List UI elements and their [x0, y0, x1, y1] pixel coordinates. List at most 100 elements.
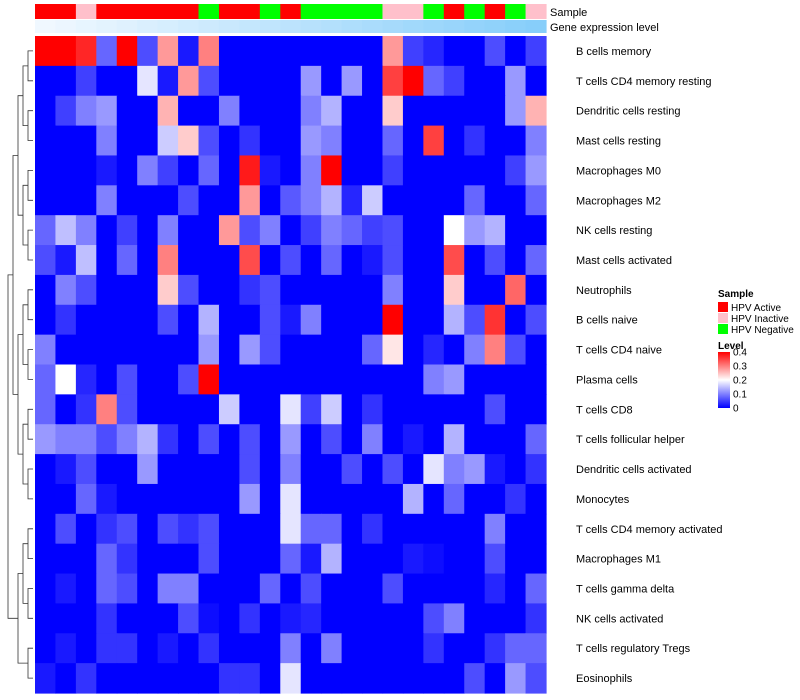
- heatmap-cell: [35, 304, 57, 336]
- heatmap-cell: [198, 364, 220, 395]
- heatmap-cell: [157, 543, 179, 575]
- heatmap-cell: [362, 155, 384, 186]
- heatmap-cell: [259, 513, 281, 545]
- heatmap-cell: [178, 155, 200, 186]
- heatmap-cell: [321, 543, 343, 575]
- heatmap-cell: [382, 215, 404, 246]
- heatmap-cell: [402, 245, 424, 276]
- heatmap-cell: [137, 364, 159, 395]
- heatmap-cell: [96, 364, 118, 395]
- heatmap-cell: [341, 454, 363, 485]
- heatmap-cell: [96, 215, 118, 246]
- heatmap-cell: [443, 95, 465, 127]
- heatmap-cell: [137, 36, 159, 67]
- heatmap-cell: [259, 334, 281, 366]
- heatmap-cell: [218, 304, 240, 336]
- heatmap-cell: [259, 543, 281, 575]
- heatmap-cell: [525, 215, 547, 246]
- heatmap-cell: [157, 483, 179, 515]
- heatmap-cell: [137, 245, 159, 276]
- heatmap-cell: [443, 65, 465, 97]
- heatmap-cell: [96, 543, 118, 575]
- legend-sample-label: HPV Active: [731, 303, 781, 314]
- heatmap-cell: [178, 573, 200, 605]
- dendrogram-branch: [27, 647, 33, 679]
- heatmap-cell: [464, 364, 486, 395]
- heatmap-cell: [505, 304, 527, 336]
- heatmap-cell: [280, 304, 302, 336]
- heatmap-cell: [464, 483, 486, 515]
- heatmap-cell: [300, 543, 322, 575]
- heatmap-cell: [402, 543, 424, 575]
- heatmap-cell: [484, 454, 506, 485]
- heatmap-cell: [239, 95, 261, 127]
- heatmap-cell: [218, 364, 240, 395]
- heatmap-cell: [96, 95, 118, 127]
- heatmap-cell: [218, 513, 240, 545]
- heatmap-cell: [505, 185, 527, 216]
- heatmap-cell: [55, 603, 77, 634]
- heatmap-cell: [35, 364, 57, 395]
- heatmap-cells: [35, 36, 547, 694]
- heatmap-cell: [505, 603, 527, 634]
- row-dendrogram: [7, 50, 33, 679]
- heatmap-cell: [137, 454, 159, 485]
- heatmap-cell: [300, 424, 322, 455]
- heatmap-cell: [505, 573, 527, 605]
- annotation-cell-sample: [35, 4, 57, 19]
- heatmap-cell: [280, 36, 302, 67]
- heatmap-cell: [239, 573, 261, 605]
- heatmap-cell: [239, 394, 261, 425]
- heatmap-cell: [35, 215, 57, 246]
- heatmap-cell: [484, 334, 506, 366]
- heatmap-cell: [464, 394, 486, 425]
- heatmap-cell: [35, 483, 57, 515]
- annotation-cell-gene-expression: [259, 20, 281, 33]
- heatmap-cell: [116, 633, 138, 664]
- heatmap-cell: [321, 454, 343, 485]
- heatmap-cell: [259, 36, 281, 67]
- heatmap-cell: [300, 304, 322, 336]
- heatmap-cell: [525, 65, 547, 97]
- heatmap-cell: [239, 364, 261, 395]
- heatmap-cell: [382, 304, 404, 336]
- heatmap-cell: [362, 95, 384, 127]
- heatmap-cell: [55, 663, 77, 694]
- heatmap-cell: [362, 513, 384, 545]
- heatmap-cell: [218, 36, 240, 67]
- heatmap-cell: [218, 394, 240, 425]
- heatmap-cell: [321, 663, 343, 694]
- heatmap-cell: [300, 65, 322, 97]
- heatmap-cell: [280, 424, 302, 455]
- heatmap-cell: [116, 573, 138, 605]
- heatmap-cell: [198, 483, 220, 515]
- dendrogram-branch: [17, 95, 23, 216]
- heatmap-cell: [157, 513, 179, 545]
- heatmap-cell: [259, 125, 281, 157]
- heatmap-cell: [464, 65, 486, 97]
- heatmap-cell: [525, 274, 547, 306]
- heatmap-cell: [280, 543, 302, 575]
- heatmap-cell: [464, 603, 486, 634]
- heatmap-cell: [198, 454, 220, 485]
- heatmap-cell: [300, 663, 322, 694]
- heatmap-cell: [218, 663, 240, 694]
- heatmap-cell: [137, 304, 159, 336]
- row-labels: B cells memory T cells CD4 memory resting…: [576, 46, 723, 685]
- annotation-cell-gene-expression: [362, 20, 384, 33]
- heatmap-cell: [300, 334, 322, 366]
- heatmap-cell: [341, 95, 363, 127]
- heatmap-cell: [382, 364, 404, 395]
- heatmap-cell: [96, 245, 118, 276]
- heatmap-cell: [96, 185, 118, 216]
- heatmap-cell: [505, 513, 527, 545]
- heatmap-cell: [157, 185, 179, 216]
- heatmap-cell: [178, 424, 200, 455]
- heatmap-cell: [218, 215, 240, 246]
- legend-level-colorbar: [718, 352, 730, 408]
- heatmap-cell: [55, 245, 77, 276]
- annotation-cell-sample: [198, 4, 220, 19]
- annotation-cell-sample: [341, 4, 363, 19]
- heatmap-cell: [300, 513, 322, 545]
- heatmap-cell: [382, 483, 404, 515]
